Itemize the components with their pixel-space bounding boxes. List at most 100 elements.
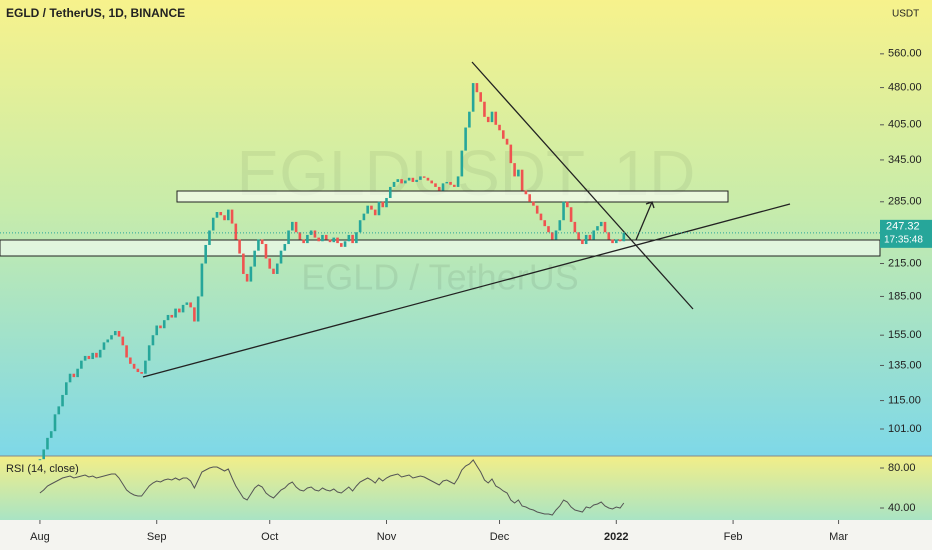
candle	[539, 213, 543, 221]
candle	[83, 355, 87, 361]
candle	[170, 314, 174, 318]
candle	[238, 239, 241, 254]
candle	[287, 230, 290, 245]
candle	[113, 330, 117, 336]
candle	[215, 212, 219, 218]
candle	[550, 232, 554, 240]
candle	[569, 207, 573, 222]
candle	[76, 368, 79, 378]
quote-unit: USDT	[892, 9, 919, 20]
candle	[159, 325, 162, 329]
candle	[426, 177, 430, 181]
y-tick-label: 405.00	[888, 119, 922, 131]
candle	[468, 111, 471, 128]
candle	[91, 352, 94, 360]
candle	[200, 263, 204, 297]
candle	[245, 273, 249, 282]
candle	[370, 205, 373, 210]
last-price-label: 247.32	[886, 221, 920, 233]
candle	[253, 250, 256, 267]
candle	[49, 431, 53, 438]
candle	[524, 190, 528, 195]
y-tick-label: 480.00	[888, 82, 922, 94]
candle	[520, 169, 524, 191]
rsi-title: RSI (14, close)	[6, 463, 79, 475]
candle	[532, 201, 535, 206]
rsi-pane	[0, 456, 932, 520]
candle	[309, 230, 313, 235]
x-tick-label: Sep	[147, 531, 167, 543]
candle	[211, 217, 215, 231]
candle	[411, 177, 415, 182]
candle	[147, 345, 151, 361]
candle	[505, 138, 509, 145]
candle	[562, 201, 565, 221]
candle	[80, 360, 83, 369]
candle	[321, 234, 324, 242]
candle	[404, 180, 407, 184]
last-price-box	[880, 219, 932, 248]
candle	[573, 221, 577, 233]
y-tick-label: 215.00	[888, 257, 922, 269]
candle	[422, 176, 426, 178]
y-tick-label: 560.00	[888, 48, 922, 60]
candle	[415, 179, 418, 182]
candle	[437, 186, 441, 191]
x-tick-label: Nov	[377, 531, 397, 543]
candle	[275, 263, 279, 274]
candle	[622, 232, 626, 242]
y-tick-label: 285.00	[888, 196, 922, 208]
candle	[509, 144, 513, 164]
candle	[366, 205, 369, 214]
candle	[95, 352, 98, 358]
candle	[592, 230, 595, 240]
candle	[543, 220, 547, 227]
candle	[603, 221, 607, 233]
candle	[535, 205, 539, 214]
candle	[181, 304, 185, 313]
candle	[554, 230, 558, 240]
candle	[174, 308, 177, 318]
candle	[324, 234, 328, 240]
candle	[242, 253, 245, 274]
candle	[517, 169, 520, 177]
candle	[615, 239, 618, 244]
candle	[317, 237, 320, 242]
y-tick-label: 155.00	[888, 329, 922, 341]
y-tick-label: 101.00	[888, 423, 922, 435]
candle	[430, 180, 434, 184]
candle	[125, 345, 128, 358]
candle	[464, 127, 467, 151]
candle	[343, 241, 347, 247]
candle	[490, 111, 494, 123]
x-tick-label: Oct	[261, 531, 278, 543]
candle	[155, 325, 159, 336]
candle	[471, 83, 475, 112]
candle	[272, 268, 275, 274]
support-zone	[0, 239, 881, 257]
candle	[185, 302, 189, 305]
candle	[72, 373, 76, 378]
candle	[121, 336, 125, 346]
y-tick-label: 345.00	[888, 154, 922, 166]
candle	[355, 232, 358, 244]
candle	[65, 382, 68, 395]
candle	[294, 221, 298, 233]
candle	[129, 357, 132, 364]
candle	[87, 355, 91, 360]
candle	[460, 150, 464, 177]
candle	[57, 406, 61, 415]
candle	[196, 296, 200, 322]
rsi-line	[39, 459, 625, 516]
candle	[257, 239, 260, 251]
candle	[328, 239, 332, 243]
candle	[347, 234, 351, 242]
y-tick-label: 135.00	[888, 359, 922, 371]
candle	[226, 209, 230, 221]
candle	[358, 220, 362, 233]
time-axis	[0, 520, 932, 550]
candle	[381, 201, 385, 208]
trend-line	[142, 203, 791, 378]
